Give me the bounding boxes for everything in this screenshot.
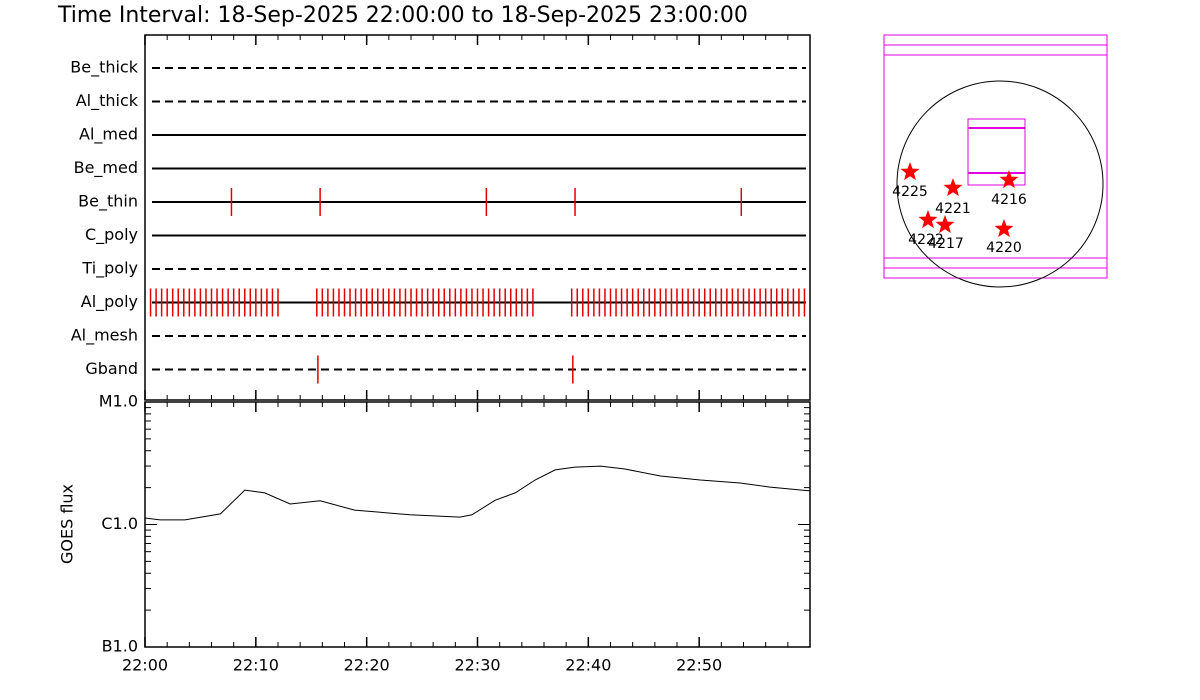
- y-tick-label: B1.0: [102, 637, 138, 656]
- region-label: 4220: [986, 240, 1022, 256]
- x-tick-label: 22:30: [454, 656, 500, 675]
- goes-frame: [144, 401, 811, 648]
- row-label: Al_mesh: [71, 326, 138, 346]
- x-tick-label: 22:50: [676, 656, 722, 675]
- row-label: Ti_poly: [81, 259, 138, 279]
- chart-title: Time Interval: 18-Sep-2025 22:00:00 to 1…: [57, 3, 748, 28]
- row-label: Be_thin: [78, 192, 138, 212]
- sun-map: [883, 34, 1108, 288]
- region-star: [994, 219, 1014, 238]
- solar-disk: [896, 80, 1104, 288]
- row-label: Be_med: [74, 158, 138, 178]
- row-label: Al_thick: [76, 91, 139, 111]
- row-label: Gband: [85, 359, 138, 378]
- region-label: 4222: [908, 232, 944, 248]
- x-tick-label: 22:00: [122, 656, 168, 675]
- y-tick-label: M1.0: [99, 392, 138, 411]
- region-label: 4225: [892, 184, 928, 200]
- row-label: Al_poly: [81, 292, 138, 312]
- row-label: Al_med: [79, 125, 138, 145]
- region-label: 4217: [928, 236, 964, 252]
- row-label: C_poly: [85, 225, 138, 245]
- map-frame: [883, 34, 1108, 279]
- region-label: 4216: [991, 192, 1027, 208]
- region-star: [943, 178, 963, 197]
- x-tick-label: 22:10: [233, 656, 279, 675]
- region-label: 4221: [935, 201, 971, 217]
- timeline-frame: [144, 34, 811, 401]
- x-tick-label: 22:20: [344, 656, 390, 675]
- region-star: [999, 170, 1019, 189]
- y-tick-label: C1.0: [101, 514, 138, 533]
- region-star: [935, 215, 955, 234]
- row-label: Be_thick: [70, 58, 138, 78]
- goes-curve: [144, 465, 811, 521]
- y-axis-label: GOES flux: [58, 484, 77, 564]
- x-tick-label: 22:40: [565, 656, 611, 675]
- region-star: [918, 210, 938, 229]
- region-star: [900, 162, 920, 181]
- fov-box: [967, 118, 1026, 186]
